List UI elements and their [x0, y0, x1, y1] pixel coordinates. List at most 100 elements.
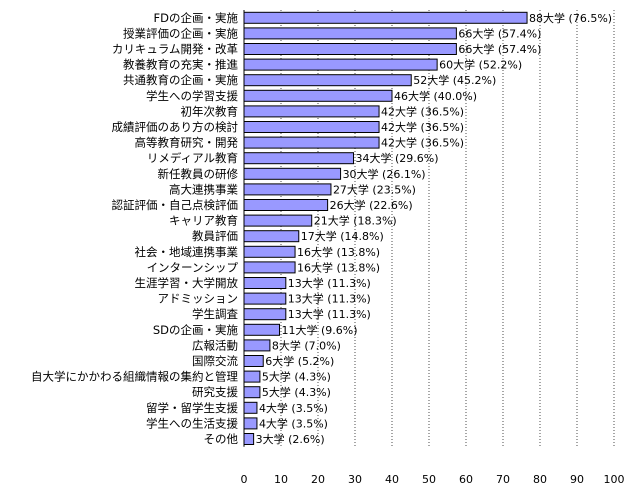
category-label-15: 社会・地域連携事業 — [135, 245, 239, 259]
bar-21 — [243, 339, 271, 352]
category-label-16: インターンシップ — [147, 260, 239, 274]
category-label-23: 自大学にかかわる組織情報の集約と管理 — [31, 370, 238, 384]
data-label-5: 46大学 (40.0%) — [394, 89, 477, 103]
category-label-11: 高大連携事業 — [169, 182, 238, 196]
category-label-0: FDの企画・実施 — [154, 11, 239, 25]
data-label-26: 4大学 (3.5%) — [259, 416, 328, 430]
x-tick-label-30: 30 — [348, 473, 362, 486]
bar-12 — [243, 199, 329, 211]
x-tick-label-90: 90 — [570, 473, 584, 486]
data-label-19: 13大学 (11.3%) — [288, 307, 371, 321]
data-label-21: 8大学 (7.0%) — [272, 338, 341, 352]
category-label-22: 国際交流 — [192, 354, 238, 368]
category-label-19: 学生調査 — [192, 307, 238, 321]
category-label-5: 学生への学習支援 — [146, 89, 238, 103]
data-label-11: 27大学 (23.5%) — [333, 182, 416, 196]
data-label-8: 42大学 (36.5%) — [381, 136, 464, 150]
category-label-8: 高等教育研究・開発 — [135, 136, 239, 150]
bar-8 — [243, 136, 380, 149]
bar-26 — [243, 417, 258, 430]
category-label-4: 共通教育の企画・実施 — [123, 73, 238, 87]
x-tick-label-40: 40 — [385, 473, 399, 486]
bar-23 — [243, 370, 261, 383]
bar-5 — [243, 89, 393, 102]
category-label-17: 生涯学習・大学開放 — [135, 276, 239, 290]
bar-14 — [243, 230, 300, 243]
data-label-25: 4大学 (3.5%) — [259, 401, 328, 415]
bar-17 — [243, 277, 287, 289]
x-axis-ticks: 0 10 20 30 40 50 60 70 80 90 100 — [241, 473, 625, 486]
x-tick-label-60: 60 — [459, 473, 473, 486]
bar-18 — [243, 292, 287, 305]
category-label-7: 成績評価のあり方の検討 — [112, 120, 239, 134]
x-tick-label-80: 80 — [533, 473, 547, 486]
category-label-25: 留学・留学生支援 — [146, 401, 238, 415]
category-label-2: カリキュラム開発・改革 — [112, 42, 238, 56]
category-label-26: 学生への生活支援 — [146, 416, 238, 430]
bars — [243, 11, 528, 445]
category-labels: FDの企画・実施授業評価の企画・実施カリキュラム開発・改革教養教育の充実・推進共… — [31, 11, 238, 446]
data-label-9: 34大学 (29.6%) — [356, 151, 439, 165]
data-label-17: 13大学 (11.3%) — [288, 276, 371, 290]
data-label-12: 26大学 (22.6%) — [330, 198, 413, 212]
data-label-0: 88大学 (76.5%) — [529, 11, 612, 25]
data-label-14: 17大学 (14.8%) — [301, 229, 384, 243]
data-label-7: 42大学 (36.5%) — [381, 120, 464, 134]
data-label-24: 5大学 (4.3%) — [262, 385, 331, 399]
category-label-13: キャリア教育 — [169, 214, 238, 228]
bar-10 — [243, 167, 342, 180]
bar-20 — [243, 323, 281, 336]
category-label-3: 教養教育の充実・推進 — [123, 58, 238, 72]
data-label-20: 11大学 (9.6%) — [282, 323, 358, 337]
category-label-12: 認証評価・自己点検評価 — [112, 198, 239, 212]
bar-2 — [243, 43, 457, 55]
category-label-21: 広報活動 — [192, 338, 238, 352]
category-label-1: 授業評価の企画・実施 — [123, 26, 238, 40]
data-label-15: 16大学 (13.8%) — [297, 245, 380, 259]
bar-24 — [243, 386, 261, 399]
category-label-9: リメディアル教育 — [147, 151, 238, 165]
bar-22 — [243, 355, 264, 367]
bar-0 — [243, 11, 528, 24]
category-label-18: アドミッション — [158, 292, 239, 306]
data-label-4: 52大学 (45.2%) — [413, 73, 496, 87]
x-tick-label-0: 0 — [241, 473, 248, 486]
category-label-14: 教員評価 — [192, 229, 238, 243]
x-tick-label-70: 70 — [496, 473, 510, 486]
bar-9 — [243, 152, 355, 165]
data-label-6: 42大学 (36.5%) — [381, 104, 464, 118]
data-label-22: 6大学 (5.2%) — [265, 354, 334, 368]
category-label-20: SDの企画・実施 — [153, 323, 239, 337]
data-label-16: 16大学 (13.8%) — [297, 260, 380, 274]
data-label-10: 30大学 (26.1%) — [343, 167, 426, 181]
category-label-27: その他 — [204, 432, 239, 446]
bar-27 — [243, 433, 255, 445]
data-label-3: 60大学 (52.2%) — [439, 58, 522, 72]
bar-25 — [243, 401, 258, 414]
x-tick-label-50: 50 — [422, 473, 436, 486]
bar-16 — [243, 261, 296, 274]
bar-3 — [243, 58, 438, 71]
x-tick-label-20: 20 — [311, 473, 325, 486]
bar-7 — [243, 121, 380, 133]
bar-19 — [243, 308, 287, 321]
bar-1 — [243, 27, 457, 40]
bar-15 — [243, 245, 296, 258]
x-tick-label-10: 10 — [274, 473, 288, 486]
bar-4 — [243, 74, 412, 87]
category-label-6: 初年次教育 — [181, 104, 239, 118]
category-label-24: 研究支援 — [192, 385, 238, 399]
data-labels: 88大学 (76.5%)66大学 (57.4%)66大学 (57.4%)60大学… — [256, 11, 612, 446]
category-label-10: 新任教員の研修 — [158, 167, 239, 181]
data-label-13: 21大学 (18.3%) — [314, 214, 397, 228]
bar-6 — [243, 105, 380, 118]
data-label-27: 3大学 (2.6%) — [256, 432, 325, 446]
data-label-23: 5大学 (4.3%) — [262, 370, 331, 384]
data-label-1: 66大学 (57.4%) — [458, 26, 541, 40]
data-label-2: 66大学 (57.4%) — [458, 42, 541, 56]
bar-11 — [243, 183, 332, 196]
bar-13 — [243, 214, 313, 227]
x-tick-label-100: 100 — [604, 473, 625, 486]
data-label-18: 13大学 (11.3%) — [288, 292, 371, 306]
